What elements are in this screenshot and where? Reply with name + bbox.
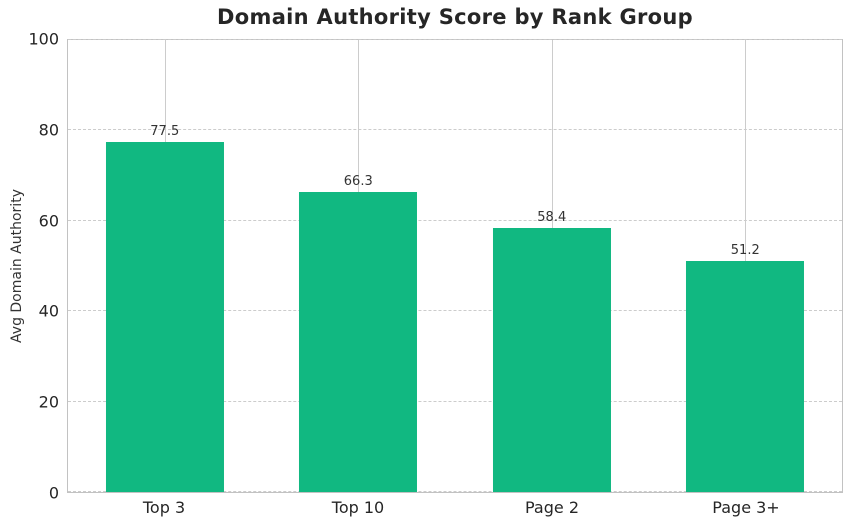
x-axis-tick-labels: Top 3 Top 10 Page 2 Page 3+ (67, 498, 843, 524)
bar-value-label: 51.2 (730, 242, 760, 258)
y-tick-label: 20 (38, 392, 59, 412)
bar-value-label: 58.4 (537, 210, 567, 226)
y-tick-label: 80 (38, 120, 59, 140)
x-tick-label: Top 3 (142, 498, 186, 517)
x-tick-label: Top 10 (331, 498, 385, 517)
bar (686, 260, 805, 492)
x-tick-label: Page 3+ (712, 498, 780, 517)
y-tick-label: 40 (38, 301, 59, 321)
bar-slot: 58.4 (455, 40, 649, 492)
h-gridline (68, 491, 842, 492)
h-gridline (68, 310, 842, 312)
bar-slot: 77.5 (68, 40, 262, 492)
h-gridline (68, 400, 842, 402)
bar-slot: 51.2 (649, 40, 843, 492)
h-gridline (68, 219, 842, 221)
y-tick-label: 60 (38, 211, 59, 231)
plot-area: 77.5 66.3 58.4 51.2 (67, 39, 843, 493)
bar-value-label: 66.3 (343, 174, 373, 190)
bar (105, 141, 224, 492)
y-tick-label: 0 (48, 483, 59, 503)
chart-title: Domain Authority Score by Rank Group (217, 5, 693, 29)
bar (492, 228, 611, 492)
y-tick-label: 100 (28, 29, 59, 49)
x-tick-label: Page 2 (525, 498, 579, 517)
y-axis-tick-labels: 0 20 40 60 80 100 (0, 30, 59, 503)
bar-slot: 66.3 (262, 40, 456, 492)
h-gridline (68, 129, 842, 131)
h-gridline (68, 39, 842, 40)
bar (299, 192, 418, 492)
bar-value-label: 77.5 (150, 123, 180, 139)
